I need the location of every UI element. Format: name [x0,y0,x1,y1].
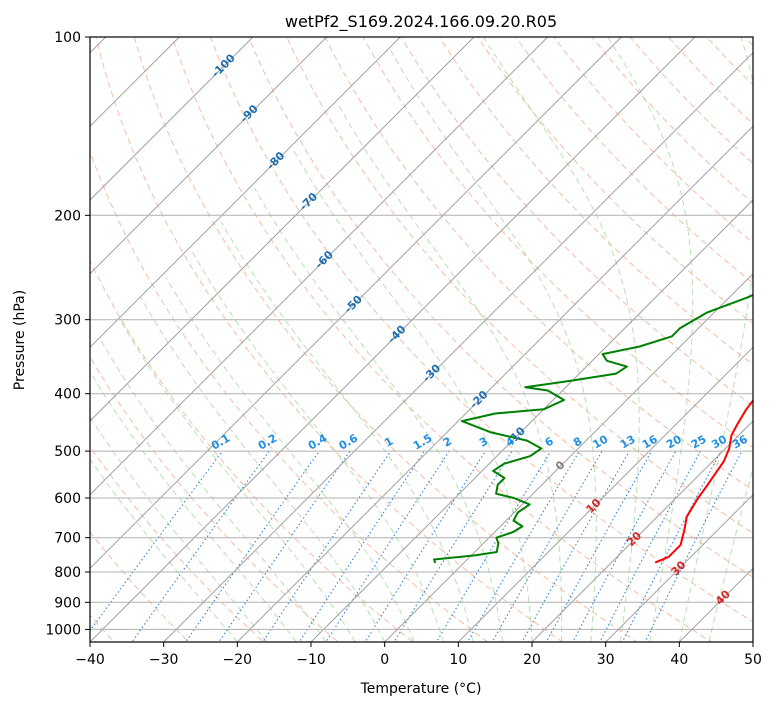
moist-adiabat [337,104,563,642]
isotherm-line [90,37,549,496]
y-axis-title: Pressure (hPa) [12,290,28,390]
dry-adiabat [90,531,190,642]
moist-adiabat [90,458,238,642]
isotherm-line [90,37,254,201]
moist-adiabat [119,319,356,642]
isotherm-line [90,37,696,642]
moist-adiabat [165,277,415,642]
isotherms [90,37,753,642]
moist-adiabat [482,37,640,642]
isotherm-line [384,272,753,642]
isotherm-line [457,346,753,642]
moist-adiabat [389,49,597,642]
x-tick-label: 20 [523,652,541,668]
x-tick-label: −20 [223,652,253,668]
x-tick-label: −10 [296,652,326,668]
y-tick-label: 800 [54,565,81,581]
x-tick-label: 10 [449,652,467,668]
x-tick-label: 40 [670,652,688,668]
isotherm-line [90,37,401,349]
dry-adiabat [438,37,753,366]
profile-lines [433,293,753,564]
moist-adiabat [678,37,753,642]
chart-title: wetPf2_S169.2024.166.09.20.R05 [285,12,557,32]
moist-adiabat [220,221,474,642]
y-tick-label: 900 [54,595,81,611]
isotherm-line [236,125,753,642]
dry-adiabat [90,445,265,642]
moist-adiabat [191,251,445,642]
x-tick-label: 30 [597,652,615,668]
dry-adiabat [400,37,753,407]
moist-adiabat [140,297,386,642]
y-axis: 100 200 300 400 500 600 700 800 900 1000 [45,30,90,638]
y-tick-label: 100 [54,30,81,46]
y-tick-label: 300 [54,313,81,329]
isotherm-line [90,37,328,275]
isotherm-line [90,37,475,422]
isotherm-line [310,199,753,642]
y-tick-label: 500 [54,444,81,460]
isotherm-line [605,493,753,642]
dry-adiabat [477,37,753,325]
x-tick-label: −40 [75,652,105,668]
isotherm-line [531,420,753,642]
dry-adiabat [209,37,753,623]
moist-adiabat [254,187,503,642]
plot-background [90,37,753,642]
dry-adiabat [90,259,414,642]
y-tick-label: 200 [54,208,81,224]
y-tick-label: 1000 [45,622,81,638]
moist-adiabat [100,340,327,642]
pressure-gridlines [90,37,753,630]
isotherm-line [90,37,622,570]
profile-line-1 [655,398,753,564]
moist-adiabat [90,416,268,642]
isotherm-line [163,51,753,642]
dry-adiabat [133,37,638,642]
moist-adiabat [607,37,694,642]
y-tick-label: 700 [54,531,81,547]
x-axis-title: Temperature (°C) [360,681,482,697]
moist-adiabat [292,149,533,642]
x-tick-label: −30 [149,652,179,668]
profile-line-2 [433,293,753,564]
dry-adiabat [90,356,340,642]
plot-frame [89,36,754,643]
dry-adiabat [95,37,564,642]
x-tick-label: 0 [380,652,389,668]
x-axis: −40 −30 −20 −10 0 10 20 30 40 50 [75,642,762,668]
x-tick-label: 50 [744,652,762,668]
y-tick-label: 400 [54,387,81,403]
y-tick-label: 600 [54,491,81,507]
moist-adiabat [708,466,753,642]
